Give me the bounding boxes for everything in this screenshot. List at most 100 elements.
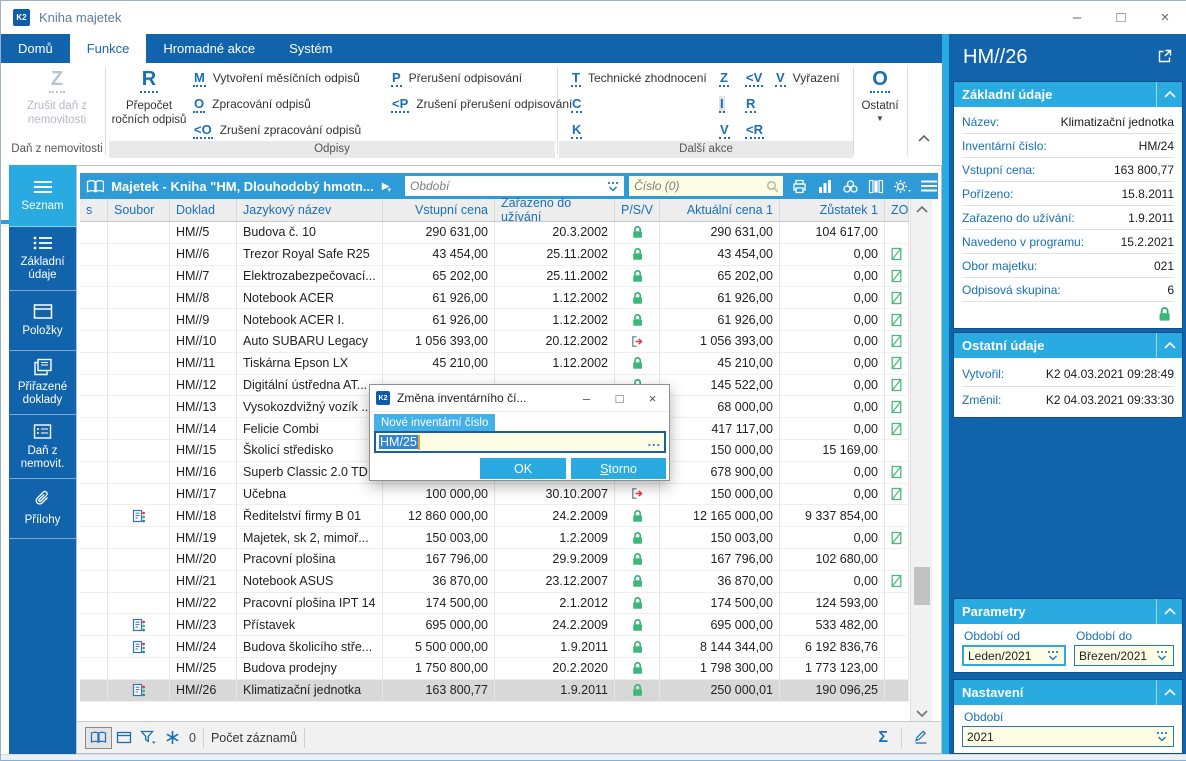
table-row[interactable]: HM//22 Pracovní plošina IPT 14 174 500,0… [80, 592, 909, 615]
table-row[interactable]: HM//17 Učebna 100 000,00 30.10.2007 150 … [80, 483, 909, 506]
scrollbar-thumb[interactable] [914, 567, 930, 605]
flag-asterisk-icon[interactable] [161, 727, 184, 749]
col-header-aktualni-cena[interactable]: Aktuální cena 1 [660, 199, 780, 221]
table-row[interactable]: HM//5 Budova č. 10 290 631,00 20.3.2002 … [80, 222, 909, 244]
lock-icon [631, 618, 643, 632]
panel-splitter[interactable] [942, 34, 949, 754]
settings-gear-icon[interactable] [893, 179, 911, 194]
sidebar-item-polozky[interactable]: Položky [9, 291, 76, 351]
zruseni-zpracovani-odpisu-button[interactable]: <O Zrušení zpracování odpisů [193, 121, 362, 139]
dialog-minimize-button[interactable]: – [582, 390, 591, 406]
sidebar-item-prilohy[interactable]: Přílohy [9, 479, 76, 539]
scroll-up-icon[interactable] [911, 199, 933, 219]
inventory-number-input[interactable]: HM/25 ... [374, 431, 666, 453]
table-row[interactable]: HM//11 Tiskárna Epson LX 45 210,00 1.12.… [80, 352, 909, 375]
table-row[interactable]: HM//19 Majetek, sk 2, mimoř... 150 003,0… [80, 527, 909, 549]
dialog-maximize-button[interactable]: □ [615, 390, 624, 406]
vyrazeni-button[interactable]: V Vyřazení [775, 69, 840, 87]
hamburger-menu-icon[interactable] [920, 179, 938, 193]
sidebar-item-seznam[interactable]: Seznam [9, 165, 76, 227]
table-row[interactable]: HM//10 Auto SUBARU Legacy 1 056 393,00 2… [80, 330, 909, 353]
print-icon[interactable] [791, 179, 808, 194]
vertical-scrollbar[interactable] [910, 199, 932, 723]
col-header-zarazeno[interactable]: Zařazeno do užívání [495, 196, 615, 224]
table-row[interactable]: HM//8 Notebook ACER 61 926,00 1.12.2002 … [80, 287, 909, 310]
action-zpet-r-button[interactable]: <R [745, 121, 764, 139]
collapse-section-icon[interactable] [1156, 680, 1182, 705]
table-row[interactable]: HM//21 Notebook ASUS 36 870,00 23.12.200… [80, 570, 909, 593]
period-to-select[interactable]: Březen/2021 [1074, 645, 1174, 666]
book-view-icon[interactable] [85, 726, 112, 749]
sidebar-item-dan-z-nemovit[interactable]: Daň z nemovit. [9, 415, 76, 479]
period-select[interactable]: 2021 [962, 726, 1174, 747]
prepocet-rocnich-odpisu-button[interactable]: R Přepočet ročních odpisů [111, 68, 187, 126]
action-r-button[interactable]: R [745, 95, 757, 113]
columns-icon[interactable] [868, 179, 884, 194]
action-z-button[interactable]: Z [719, 69, 729, 87]
tab-domu[interactable]: Domů [18, 41, 53, 56]
table-row[interactable]: HM//26 Klimatizační jednotka 163 800,77 … [80, 679, 909, 702]
zpracovani-odpisu-button[interactable]: O Zpracování odpisů [193, 95, 311, 113]
sidebar-item-prirazene-doklady[interactable]: Přiřazené doklady [9, 351, 76, 415]
edit-pencil-icon[interactable] [909, 727, 933, 749]
sum-icon[interactable]: Σ [878, 728, 888, 746]
dropdown-icon[interactable] [606, 180, 619, 192]
col-header-zo[interactable]: ZO [885, 199, 909, 221]
col-header-jazykovy-nazev[interactable]: Jazykový název [237, 199, 383, 221]
card-view-icon[interactable] [112, 727, 136, 749]
action-v-button[interactable]: V [719, 121, 730, 139]
preruseni-odpisovani-button[interactable]: P Přerušení odpisování [391, 69, 523, 87]
minimize-button[interactable]: – [1072, 9, 1082, 26]
technicke-zhodnoceni-button[interactable]: T Technické zhodnocení [571, 69, 707, 87]
collapse-section-icon[interactable] [1156, 599, 1182, 624]
col-header-s[interactable]: s [80, 199, 108, 221]
zruseni-preruseni-odpisovani-button[interactable]: <P Zrušení přerušení odpisování [391, 95, 573, 113]
table-row[interactable]: HM//25 Budova prodejny 1 750 800,00 20.2… [80, 657, 909, 680]
table-row[interactable]: HM//6 Trezor Royal Safe R25 43 454,00 25… [80, 243, 909, 266]
action-zpet-v-button[interactable]: <V [745, 69, 764, 87]
col-header-vstupni-cena[interactable]: Vstupní cena [383, 199, 495, 221]
vytvoreni-mesicnich-odpisu-button[interactable]: M Vytvoření měsíčních odpisů [193, 69, 360, 87]
col-header-zustatek[interactable]: Zůstatek 1 [780, 199, 885, 221]
table-row[interactable]: HM//18 Ředitelství firmy B 01 12 860 000… [80, 505, 909, 528]
action-i-button[interactable]: I [719, 95, 725, 113]
tab-system[interactable]: Systém [289, 41, 333, 56]
tab-hromadne-akce[interactable]: Hromadné akce [163, 41, 256, 56]
period-from-select[interactable]: Leden/2021 [962, 645, 1066, 666]
olap-icon[interactable] [842, 179, 859, 194]
col-header-psv[interactable]: P/S/V [615, 199, 660, 221]
lookup-ellipsis-button[interactable]: ... [647, 435, 661, 449]
scroll-down-icon[interactable] [911, 703, 933, 723]
table-row[interactable]: HM//7 Elektrozabezpečovací... 65 202,00 … [80, 265, 909, 288]
search-field[interactable] [634, 179, 767, 193]
filter-icon[interactable] [136, 727, 161, 749]
action-k-button[interactable]: K [571, 121, 583, 139]
ok-button[interactable]: OK [480, 458, 566, 479]
table-row[interactable]: HM//9 Notebook ACER I. 61 926,00 1.12.20… [80, 309, 909, 331]
collapse-ribbon-icon[interactable] [917, 133, 931, 147]
period-filter-field[interactable] [409, 179, 606, 193]
zarazeno-cell: 30.10.2007 [495, 483, 615, 506]
open-in-window-icon[interactable] [1157, 48, 1173, 67]
collapse-section-icon[interactable] [1156, 333, 1182, 358]
table-row[interactable]: HM//20 Pracovní plošina 167 796,00 29.9.… [80, 548, 909, 571]
close-button[interactable]: × [1160, 9, 1170, 26]
sidebar-item-zakladni-udaje[interactable]: Základní údaje [9, 227, 76, 291]
ostatni-button[interactable]: O Ostatní ▼ [861, 68, 899, 123]
chart-icon[interactable] [817, 179, 833, 194]
col-header-soubor[interactable]: Soubor [108, 199, 170, 221]
action-c-button[interactable]: C [571, 95, 583, 113]
expand-book-menu-icon[interactable]: ▶▾ [381, 180, 391, 194]
dialog-close-button[interactable]: × [648, 390, 657, 406]
tab-funkce[interactable]: Funkce [69, 34, 147, 63]
table-row[interactable]: HM//24 Budova školicího stře... 5 500 00… [80, 636, 909, 658]
col-header-doklad[interactable]: Doklad [170, 199, 237, 221]
maximize-button[interactable]: □ [1116, 9, 1126, 26]
period-filter-input[interactable] [404, 176, 625, 196]
collapse-section-icon[interactable] [1156, 82, 1182, 107]
search-input[interactable] [629, 176, 783, 196]
table-row[interactable]: HM//13 Vysokozdvižný vozík ... 68 000,00… [80, 396, 909, 419]
table-row[interactable]: HM//16 Superb Classic 2.0 TD 678 900,00 … [80, 461, 909, 484]
table-row[interactable]: HM//23 Přístavek 695 000,00 24.2.2009 69… [80, 614, 909, 637]
